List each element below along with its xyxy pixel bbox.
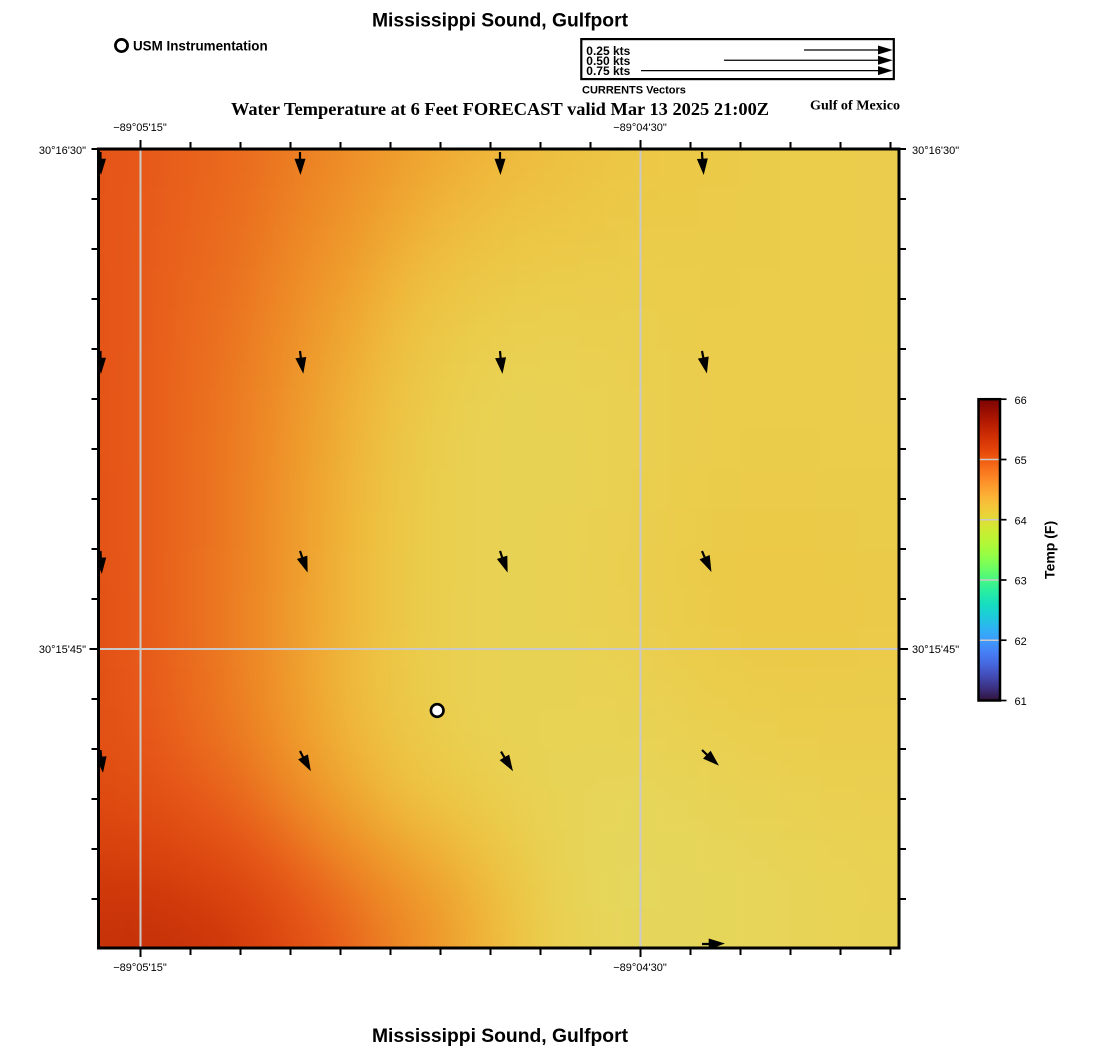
svg-text:66: 66 <box>1015 395 1027 407</box>
svg-text:Water Temperature at 6 Feet FO: Water Temperature at 6 Feet FORECAST val… <box>231 99 769 119</box>
svg-text:Temp (F): Temp (F) <box>1042 521 1058 579</box>
svg-text:Gulf of Mexico: Gulf of Mexico <box>810 98 900 114</box>
svg-text:64: 64 <box>1015 515 1027 527</box>
svg-text:CURRENTS Vectors: CURRENTS Vectors <box>582 84 686 96</box>
svg-text:63: 63 <box>1015 576 1027 588</box>
svg-text:30°16'30": 30°16'30" <box>39 145 86 157</box>
svg-text:Mississippi Sound, Gulfport: Mississippi Sound, Gulfport <box>372 11 629 32</box>
svg-text:0.25 kts: 0.25 kts <box>586 44 630 58</box>
svg-text:−89°04'30": −89°04'30" <box>613 962 667 974</box>
svg-text:65: 65 <box>1015 455 1027 467</box>
svg-text:USM Instrumentation: USM Instrumentation <box>133 38 268 53</box>
svg-text:0.75 kts: 0.75 kts <box>586 64 630 78</box>
svg-text:62: 62 <box>1015 636 1027 648</box>
svg-text:−89°05'15": −89°05'15" <box>113 962 167 974</box>
svg-text:−89°05'15": −89°05'15" <box>113 122 167 134</box>
svg-text:30°16'30": 30°16'30" <box>912 145 959 157</box>
svg-text:30°15'45": 30°15'45" <box>912 644 959 656</box>
svg-text:Mississippi Sound, Gulfport: Mississippi Sound, Gulfport <box>372 1026 629 1047</box>
svg-text:0.50 kts: 0.50 kts <box>586 54 630 68</box>
svg-text:30°15'45": 30°15'45" <box>39 644 86 656</box>
svg-text:−89°04'30": −89°04'30" <box>613 122 667 134</box>
svg-text:61: 61 <box>1015 696 1027 708</box>
